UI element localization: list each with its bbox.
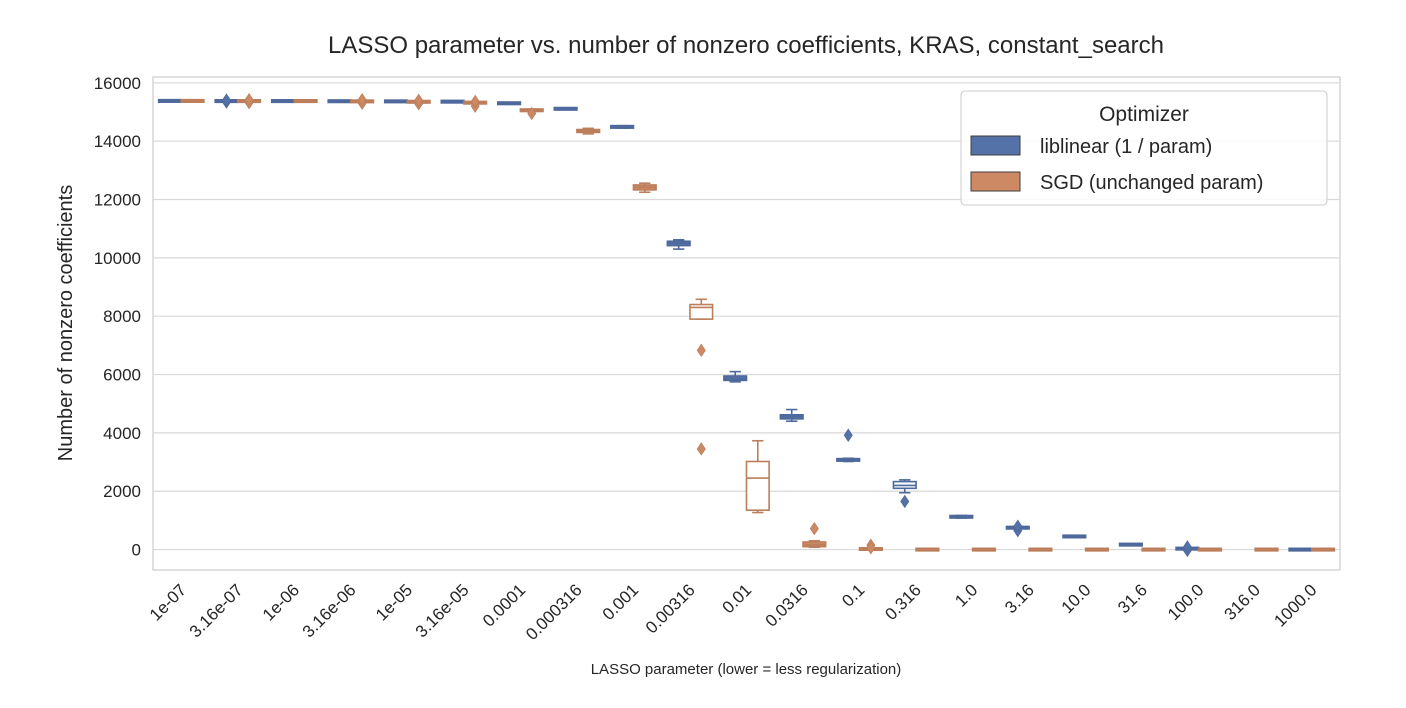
box-0-17 <box>1118 542 1143 547</box>
box-0-20 <box>1288 547 1313 552</box>
legend-frame <box>960 90 1328 206</box>
box-1-9 <box>689 298 714 456</box>
legend-title: Optimizer <box>1099 103 1189 126</box>
box-1-13 <box>915 547 940 552</box>
box-0-18 <box>1175 540 1200 558</box>
legend-swatch-liblinear <box>970 135 1021 156</box>
box-0-8 <box>610 124 635 129</box>
box-1-2 <box>293 99 318 104</box>
box-1-20 <box>1310 547 1336 552</box>
legend: Optimizer liblinear (1 / param) SGD (unc… <box>960 90 1328 206</box>
box-1-17 <box>1141 547 1166 552</box>
flier-0 <box>809 521 819 536</box>
box-0-15 <box>1005 519 1030 538</box>
gridlines <box>153 82 1340 551</box>
y-tick-label-14000: 14000 <box>94 132 141 151</box>
flier-1 <box>1013 519 1023 533</box>
box-0-2 <box>270 99 296 104</box>
box-0-14 <box>949 514 974 519</box>
flier-1 <box>244 93 254 107</box>
box-1-16 <box>1084 547 1110 552</box>
box-0-11 <box>779 408 804 423</box>
box-1-7 <box>576 127 601 135</box>
chart-title: LASSO parameter vs. number of nonzero co… <box>328 32 1164 59</box>
flier-1 <box>1182 540 1192 554</box>
box-1-12 <box>858 538 883 555</box>
y-tick-label-2000: 2000 <box>103 482 141 501</box>
flier-0 <box>900 494 910 509</box>
y-axis-label: Number of nonzero coefficients <box>55 185 77 461</box>
legend-label-liblinear: liblinear (1 / param) <box>1040 136 1212 158</box>
box-1-10 <box>745 439 770 514</box>
flier-1 <box>696 442 706 456</box>
flier-1 <box>357 93 367 107</box>
box-1-3 <box>350 93 375 110</box>
box-1-15 <box>1028 547 1053 552</box>
box-0-13 <box>892 479 917 509</box>
box-1-0 <box>180 98 205 103</box>
y-tick-label-4000: 4000 <box>103 424 141 443</box>
y-tick-label-16000: 16000 <box>94 74 141 93</box>
box-0-12 <box>836 428 861 463</box>
flier-0 <box>843 428 853 442</box>
box-0-4 <box>383 99 409 104</box>
box-1-19 <box>1254 547 1279 552</box>
flier-0 <box>696 343 706 358</box>
box-0-6 <box>496 101 522 106</box>
box-0-0 <box>157 98 183 103</box>
box-1-14 <box>971 547 997 552</box>
box-1-11 <box>802 521 827 549</box>
box-0-3 <box>327 99 352 104</box>
box-0-10 <box>723 370 748 383</box>
flier-1 <box>470 94 480 109</box>
y-axis-ticks: 0 2000 4000 6000 8000 10000 12000 14000 16000 <box>94 74 141 560</box>
flier-1 <box>414 93 424 108</box>
box-1-8 <box>632 182 657 194</box>
y-tick-label-12000: 12000 <box>94 191 141 210</box>
box-1-18 <box>1197 547 1223 552</box>
flier-1 <box>222 93 231 107</box>
box-1-1 <box>236 93 262 110</box>
box-body <box>745 460 770 511</box>
flier-0 <box>527 106 537 121</box>
box-0-7 <box>553 106 578 111</box>
box-1-5 <box>463 94 488 113</box>
box-0-9 <box>666 238 691 250</box>
flier-1 <box>866 541 876 555</box>
y-tick-label-0: 0 <box>132 541 141 560</box>
box-0-16 <box>1062 534 1087 539</box>
boxes-layer <box>157 93 1336 558</box>
legend-label-sgd: SGD (unchanged param) <box>1040 172 1263 194</box>
x-axis-label: LASSO parameter (lower = less regulariza… <box>591 661 902 678</box>
box-1-4 <box>406 93 431 111</box>
y-tick-label-6000: 6000 <box>103 366 141 385</box>
y-tick-label-10000: 10000 <box>94 249 141 268</box>
y-tick-label-8000: 8000 <box>103 307 141 326</box>
legend-swatch-sgd <box>970 171 1021 192</box>
box-1-6 <box>519 106 544 121</box>
box-0-5 <box>440 99 465 104</box>
